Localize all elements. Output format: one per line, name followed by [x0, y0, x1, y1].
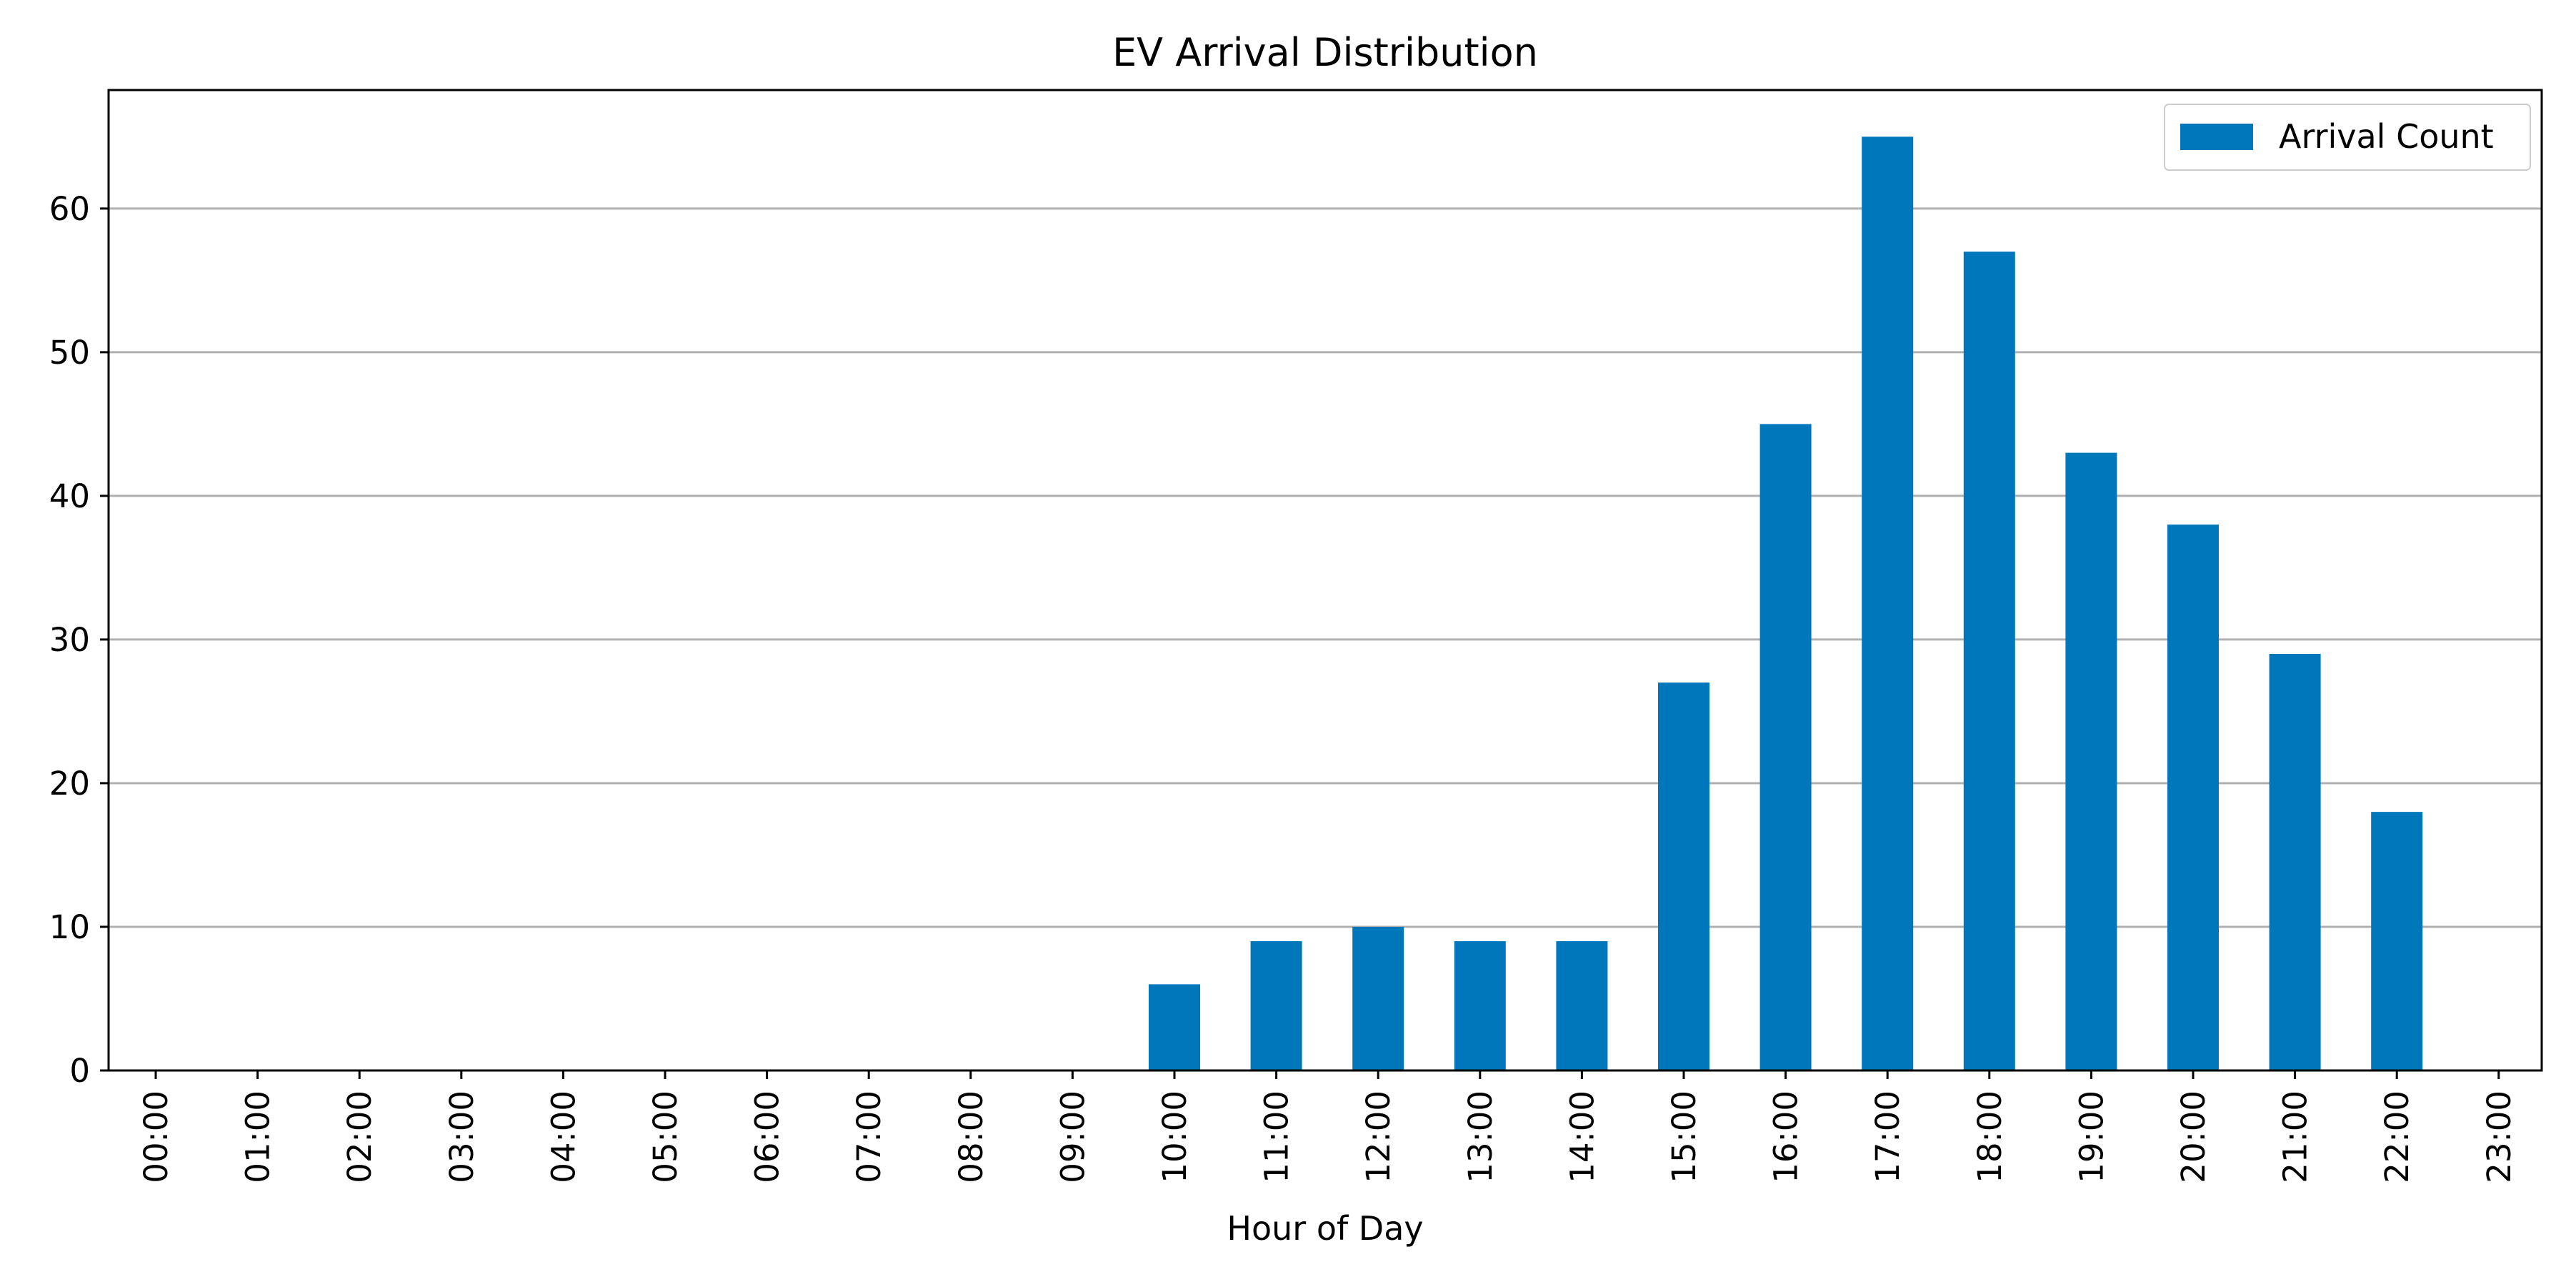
bar-1600	[1759, 424, 1812, 1070]
x-tick-label: 23:00	[2480, 1090, 2518, 1183]
x-tick-label: 03:00	[443, 1090, 481, 1183]
x-tick-label: 02:00	[341, 1090, 379, 1183]
x-tick-label: 11:00	[1258, 1090, 1296, 1183]
bar-1700	[1862, 136, 1914, 1070]
bar-2000	[2167, 525, 2219, 1070]
bar-1200	[1352, 926, 1404, 1070]
x-tick-label: 10:00	[1156, 1090, 1194, 1183]
y-tick-label: 0	[69, 1052, 90, 1090]
bars	[1149, 136, 2423, 1071]
bar-1800	[1963, 252, 2015, 1071]
y-tick-label: 10	[49, 908, 90, 946]
x-tick-label: 08:00	[952, 1090, 990, 1183]
bar-1500	[1658, 682, 1709, 1070]
bar-2100	[2269, 654, 2321, 1070]
x-tick-label: 09:00	[1054, 1090, 1092, 1183]
plot-frame	[107, 89, 2543, 1072]
bar-1300	[1454, 941, 1506, 1070]
bar-1100	[1250, 941, 1302, 1070]
x-tick-label: 21:00	[2277, 1090, 2315, 1183]
x-tick-label: 12:00	[1359, 1090, 1397, 1183]
x-tick-label: 04:00	[544, 1090, 582, 1183]
x-tick-label: 14:00	[1563, 1090, 1601, 1183]
bar-2200	[2371, 812, 2423, 1070]
legend-box	[2164, 104, 2531, 171]
y-axis-ticks: 0 10 20 30 40 50 60	[49, 190, 109, 1090]
x-tick-label: 01:00	[239, 1090, 277, 1183]
legend-swatch	[2180, 124, 2253, 150]
y-tick-label: 60	[49, 190, 90, 228]
y-tick-label: 40	[49, 477, 90, 515]
x-tick-label: 05:00	[647, 1090, 684, 1183]
x-tick-label: 20:00	[2175, 1090, 2212, 1183]
x-axis-ticks: 00:00 01:00 02:00 03:00 04:00 05:00 06:00 07:00…	[137, 1070, 2518, 1183]
bar-1900	[2065, 452, 2117, 1070]
x-tick-label: 07:00	[850, 1090, 888, 1183]
y-tick-label: 30	[49, 621, 90, 659]
x-tick-label: 18:00	[1971, 1090, 2009, 1183]
x-tick-label: 13:00	[1462, 1090, 1499, 1183]
x-tick-label: 22:00	[2378, 1090, 2416, 1183]
chart-title: EV Arrival Distribution	[1112, 30, 1538, 75]
x-tick-label: 00:00	[137, 1090, 175, 1183]
x-tick-label: 15:00	[1665, 1090, 1703, 1183]
bar-1400	[1556, 941, 1608, 1070]
y-tick-label: 50	[49, 334, 90, 372]
x-tick-label: 06:00	[749, 1090, 787, 1183]
x-tick-label: 16:00	[1767, 1090, 1805, 1183]
legend-label: Arrival Count	[2279, 117, 2494, 156]
legend: Arrival Count	[2164, 104, 2531, 171]
x-tick-label: 17:00	[1869, 1090, 1907, 1183]
bar-1000	[1149, 984, 1200, 1070]
y-tick-label: 20	[49, 765, 90, 803]
x-axis-label: Hour of Day	[1227, 1209, 1423, 1248]
x-tick-label: 19:00	[2072, 1090, 2110, 1183]
